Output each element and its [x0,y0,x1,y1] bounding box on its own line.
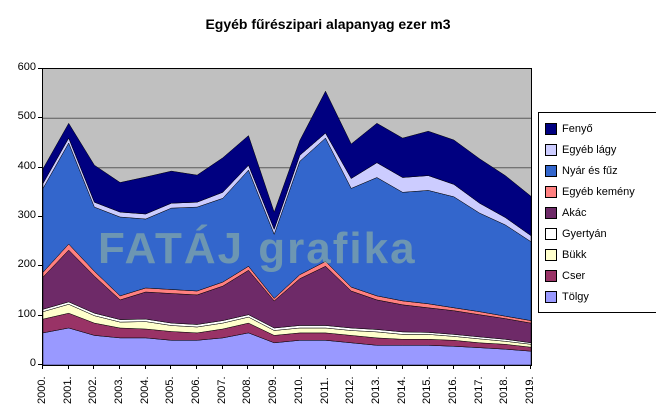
x-axis-label: 2007. [215,376,228,404]
x-axis-tick [170,365,172,369]
legend-item: Egyéb kemény [545,181,653,202]
x-axis-label: 2009. [267,376,280,404]
legend: Fenyő Egyéb lágy Nyár és fűz Egyéb kemény Ak… [538,112,656,313]
legend-label: Tölgy [562,290,589,303]
y-axis-tick [38,68,42,69]
x-axis-label: 2019. [524,376,536,404]
y-axis-label: 600 [17,61,36,73]
y-axis-tick [38,216,42,217]
legend-label: Fenyő [562,122,593,135]
x-axis-label: 2004. [138,376,151,404]
x-axis-tick [247,365,249,369]
legend-swatch [545,206,557,219]
x-axis-tick [144,365,146,369]
x-axis-label: 2010. [292,376,305,404]
y-axis-tick [38,364,42,365]
legend-swatch [545,143,557,156]
legend-label: Egyéb lágy [562,143,617,156]
legend-label: Nyár és fűz [562,164,618,177]
x-axis-label: 2000. [36,376,48,404]
x-axis-tick [298,365,300,369]
legend-label: Cser [562,269,586,282]
legend-item: Nyár és fűz [545,160,653,181]
y-axis-label: 300 [17,209,36,221]
x-axis-label: 2014. [395,376,408,404]
legend-swatch [545,164,557,177]
x-axis-tick [42,365,43,369]
legend-swatch [545,290,557,303]
x-axis-label: 2015. [421,376,434,404]
legend-label: Egyéb kemény [562,185,635,198]
legend-item: Bükk [545,244,653,265]
legend-swatch [545,248,557,261]
x-axis-tick [401,365,403,369]
x-axis-label: 2012. [344,376,357,404]
x-axis-label: 2013. [369,376,382,404]
x-axis-tick [530,365,531,369]
legend-label: Gyertyán [562,227,607,240]
legend-item: Fenyő [545,118,653,139]
x-axis-tick [375,365,377,369]
x-axis-label: 2017. [472,376,485,404]
x-axis-tick [452,365,454,369]
y-axis-label: 0 [29,357,36,369]
legend-label: Bükk [562,248,587,261]
legend-label: Akác [562,206,587,219]
area-series [43,90,531,236]
x-axis-label: 2006. [190,376,203,404]
x-axis-label: 2005. [164,376,177,404]
legend-swatch [545,227,557,240]
x-axis-tick [221,365,223,369]
x-axis-label: 2001. [61,376,74,404]
legend-item: Akác [545,202,653,223]
chart-title: Egyéb fűrészipari alapanyag ezer m3 [205,16,451,32]
legend-item: Gyertyán [545,223,653,244]
x-axis-tick [67,365,69,369]
legend-swatch [545,269,557,282]
x-axis-tick [504,365,506,369]
y-axis-tick [38,314,42,316]
legend-swatch [545,185,557,198]
x-axis-label: 2018. [498,376,511,404]
x-axis-label: 2002. [87,376,100,404]
plot-area [42,68,532,366]
y-axis-label: 400 [17,159,36,172]
legend-item: Tölgy [545,286,653,307]
y-axis-label: 200 [17,258,36,271]
y-axis-tick [38,265,42,267]
y-axis-label: 500 [17,110,36,123]
plot-canvas [43,90,531,365]
x-axis-tick [324,365,326,369]
x-axis-tick [196,365,198,369]
y-axis-label: 100 [17,307,36,320]
legend-swatch [545,122,557,135]
y-axis-tick [38,166,42,168]
x-axis-tick [478,365,480,369]
x-axis-label: 2008. [241,376,254,404]
x-axis-tick [119,365,121,369]
x-axis-label: 2003. [113,376,126,404]
x-axis-tick [350,365,352,369]
legend-item: Cser [545,265,653,286]
x-axis-label: 2016. [446,376,459,404]
y-axis-tick [38,117,42,119]
x-axis-tick [93,365,95,369]
x-axis-tick [427,365,429,369]
x-axis-tick [273,365,275,369]
x-axis-label: 2011. [318,377,331,404]
legend-item: Egyéb lágy [545,139,653,160]
